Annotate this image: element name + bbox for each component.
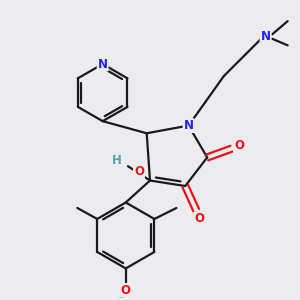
Text: N: N [261, 30, 271, 43]
Text: O: O [234, 139, 244, 152]
Text: N: N [184, 119, 194, 132]
Text: O: O [194, 212, 205, 226]
Text: H: H [112, 154, 122, 167]
Text: O: O [121, 284, 131, 297]
Text: N: N [98, 58, 108, 70]
Text: O: O [134, 165, 144, 178]
